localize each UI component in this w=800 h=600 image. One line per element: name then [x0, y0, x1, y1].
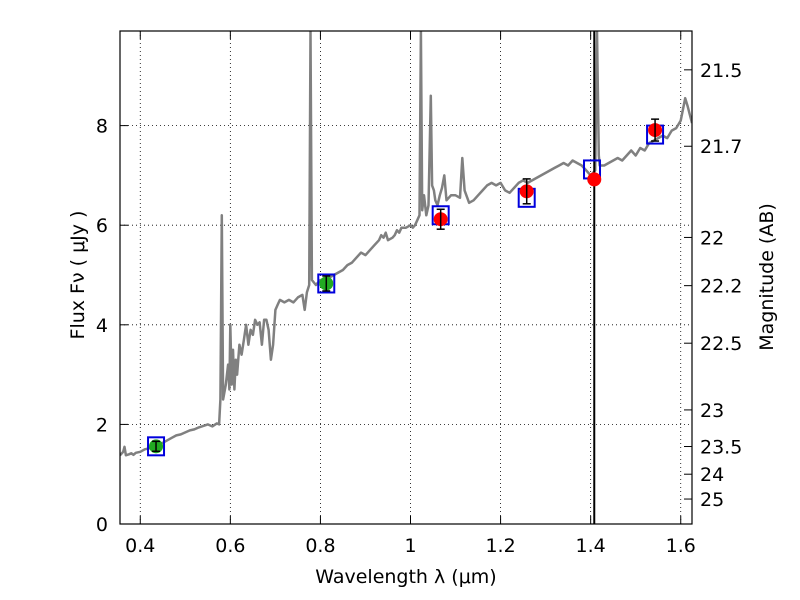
photometry-layer	[147, 118, 665, 457]
y-tick-label: 2	[96, 414, 108, 436]
y-tick-label: 0	[96, 514, 108, 536]
x-tick-label: 1.6	[666, 535, 696, 557]
right-tick-label: 22.5	[700, 333, 742, 355]
model-photometry-square	[317, 273, 336, 294]
y-tick-label: 6	[96, 215, 108, 237]
grid-lines	[120, 31, 692, 525]
right-tick-label: 23.5	[700, 437, 742, 459]
x-tick-label: 0.8	[305, 535, 335, 557]
right-axis-title: Magnitude (AB)	[756, 203, 778, 351]
tick-labels: 0.4 0.6 0.8 1 1.2 1.4 1.60246821.521.72222.222…	[96, 60, 742, 557]
right-tick-label: 21.5	[700, 60, 742, 82]
y-tick-label: 8	[96, 116, 108, 138]
x-tick-label: 0.4	[125, 535, 155, 557]
y-tick-label: 4	[96, 315, 108, 337]
spectrum-layer	[120, 31, 692, 524]
right-tick-label: 24	[700, 464, 724, 486]
observed-point	[587, 172, 602, 187]
x-tick-label: 1.2	[485, 535, 515, 557]
x-axis-title: Wavelength λ (μm)	[315, 566, 496, 588]
x-tick-label: 1	[404, 535, 416, 557]
x-tick-label: 0.6	[215, 535, 245, 557]
plot-border	[119, 30, 693, 525]
right-tick-label: 22	[700, 227, 724, 249]
right-tick-label: 23	[700, 400, 724, 422]
model-spectrum-line	[120, 31, 692, 457]
y-axis-title: Flux Fν ( μJy )	[67, 211, 89, 340]
right-tick-label: 25	[700, 489, 724, 511]
model-photometry-square	[147, 436, 166, 457]
right-tick-label: 21.7	[700, 136, 742, 158]
x-tick-label: 1.4	[576, 535, 606, 557]
plot-frame	[119, 30, 693, 525]
right-tick-label: 22.2	[700, 276, 742, 298]
